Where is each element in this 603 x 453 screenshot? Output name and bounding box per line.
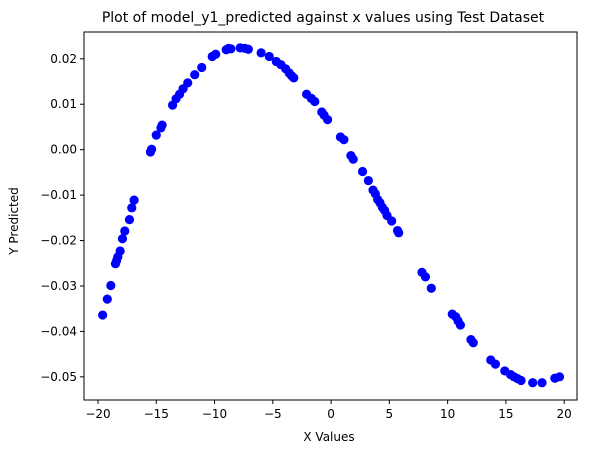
- data-point: [102, 294, 112, 304]
- x-tick-label: 5: [386, 407, 394, 421]
- data-point: [190, 70, 200, 80]
- data-point: [357, 166, 368, 177]
- data-point: [106, 280, 116, 291]
- data-point: [554, 372, 565, 382]
- data-point: [226, 44, 236, 54]
- data-point: [310, 96, 320, 107]
- x-axis-ticks: −20 −15 −10 −5 0 5 10 15 20: [85, 400, 572, 421]
- plot-area: −20 −15 −10 −5 0 5 10 15 20 −0.05 −0.04 −0.03 −0.02…: [40, 31, 578, 421]
- x-tick-label: −20: [85, 407, 110, 421]
- y-tick-label: −0.01: [40, 188, 77, 202]
- y-tick-label: −0.04: [40, 324, 77, 338]
- data-point: [348, 154, 358, 164]
- data-point: [322, 115, 333, 125]
- y-tick-label: 0.00: [50, 143, 77, 157]
- x-tick-label: −10: [202, 407, 227, 421]
- data-point: [211, 49, 221, 59]
- data-point: [426, 283, 436, 293]
- y-axis-ticks: −0.05 −0.04 −0.03 −0.02 −0.01 0.00 0.01 0.02: [40, 52, 84, 384]
- data-point: [289, 73, 299, 83]
- data-point: [468, 338, 478, 348]
- data-point: [115, 246, 125, 256]
- data-points: [98, 43, 565, 388]
- x-tick-label: −5: [264, 407, 282, 421]
- data-point: [516, 375, 526, 386]
- x-axis-label: X Values: [303, 430, 354, 444]
- y-tick-label: −0.05: [40, 370, 77, 384]
- data-point: [339, 135, 349, 145]
- data-point: [127, 203, 137, 213]
- data-point: [243, 44, 253, 54]
- data-point: [157, 120, 167, 130]
- x-tick-label: 15: [498, 407, 513, 421]
- data-point: [528, 378, 538, 388]
- data-point: [124, 215, 135, 225]
- y-tick-label: 0.02: [50, 52, 77, 66]
- data-point: [264, 51, 274, 62]
- data-point: [197, 62, 207, 73]
- data-point: [120, 226, 130, 236]
- data-point: [183, 78, 193, 88]
- y-tick-label: −0.03: [40, 279, 77, 293]
- plot-frame: [83, 31, 578, 401]
- data-point: [420, 272, 431, 282]
- chart-title: Plot of model_y1_predicted against x val…: [102, 10, 545, 26]
- data-point: [147, 144, 157, 154]
- data-point: [490, 359, 501, 369]
- x-tick-label: 0: [327, 407, 335, 421]
- y-axis-label: Y Predicted: [7, 187, 21, 255]
- data-point: [394, 228, 404, 238]
- data-point: [455, 320, 466, 330]
- y-tick-label: 0.01: [50, 97, 77, 111]
- x-tick-label: 10: [440, 407, 455, 421]
- data-point: [98, 310, 108, 320]
- y-tick-label: −0.02: [40, 234, 77, 248]
- data-point: [129, 195, 139, 205]
- x-tick-label: −15: [144, 407, 169, 421]
- data-point: [117, 234, 128, 244]
- data-point: [537, 378, 547, 388]
- data-point: [387, 216, 397, 226]
- data-point: [363, 175, 373, 186]
- x-tick-label: 20: [557, 407, 572, 421]
- data-point: [256, 48, 266, 58]
- data-point: [151, 130, 161, 140]
